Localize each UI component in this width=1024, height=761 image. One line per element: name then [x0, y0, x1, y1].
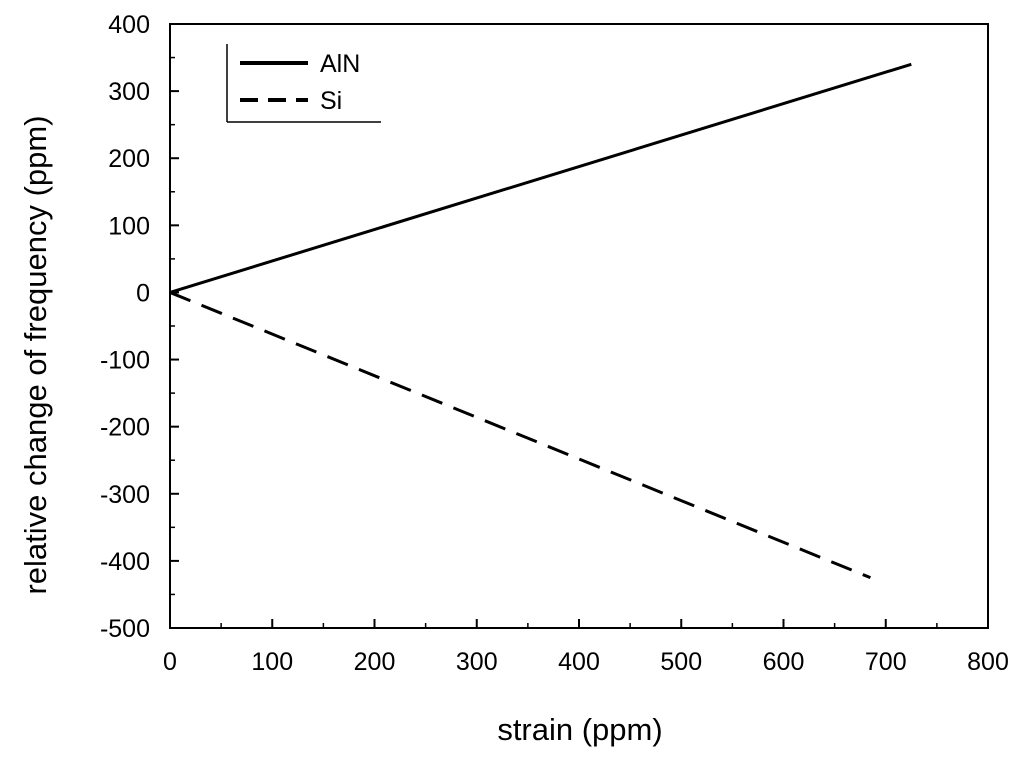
x-tick-label: 700 [865, 648, 907, 676]
x-tick-label: 500 [660, 648, 702, 676]
y-tick-label: -100 [100, 347, 150, 375]
x-tick-label: 200 [354, 648, 396, 676]
plot-frame [169, 23, 989, 629]
legend: AlN Si [226, 44, 381, 123]
legend-label-alumin: AlN [320, 50, 360, 78]
y-axis-title: relative change of frequency (ppm) [18, 115, 53, 594]
x-axis-title: strain (ppm) [497, 712, 662, 747]
x-tick-labels: 0 100 200 300 400 500 600 700 800 [163, 648, 1009, 676]
y-tick-label: -200 [100, 414, 150, 442]
y-tick-label: 100 [108, 212, 150, 240]
y-tick-label: -300 [100, 481, 150, 509]
x-tick-label: 400 [558, 648, 600, 676]
x-tick-label: 300 [456, 648, 498, 676]
y-tick-label: 0 [136, 279, 150, 307]
series-line-aln [169, 62, 912, 294]
y-tick-label: 400 [108, 11, 150, 39]
series-lines [169, 62, 912, 580]
y-tick-label: 300 [108, 78, 150, 106]
y-tick-labels: -500 -400 -300 -200 -100 0 100 200 300 400 [100, 11, 150, 643]
x-tick-label: 100 [251, 648, 293, 676]
y-tick-label: 200 [108, 145, 150, 173]
x-tick-label: 0 [163, 648, 177, 676]
y-tick-label: -400 [100, 548, 150, 576]
axis-ticks [169, 23, 989, 629]
legend-label-si: Si [320, 87, 342, 115]
x-tick-label: 800 [967, 648, 1009, 676]
x-tick-label: 600 [763, 648, 805, 676]
series-line-si [169, 291, 871, 580]
y-tick-label: -500 [100, 615, 150, 643]
